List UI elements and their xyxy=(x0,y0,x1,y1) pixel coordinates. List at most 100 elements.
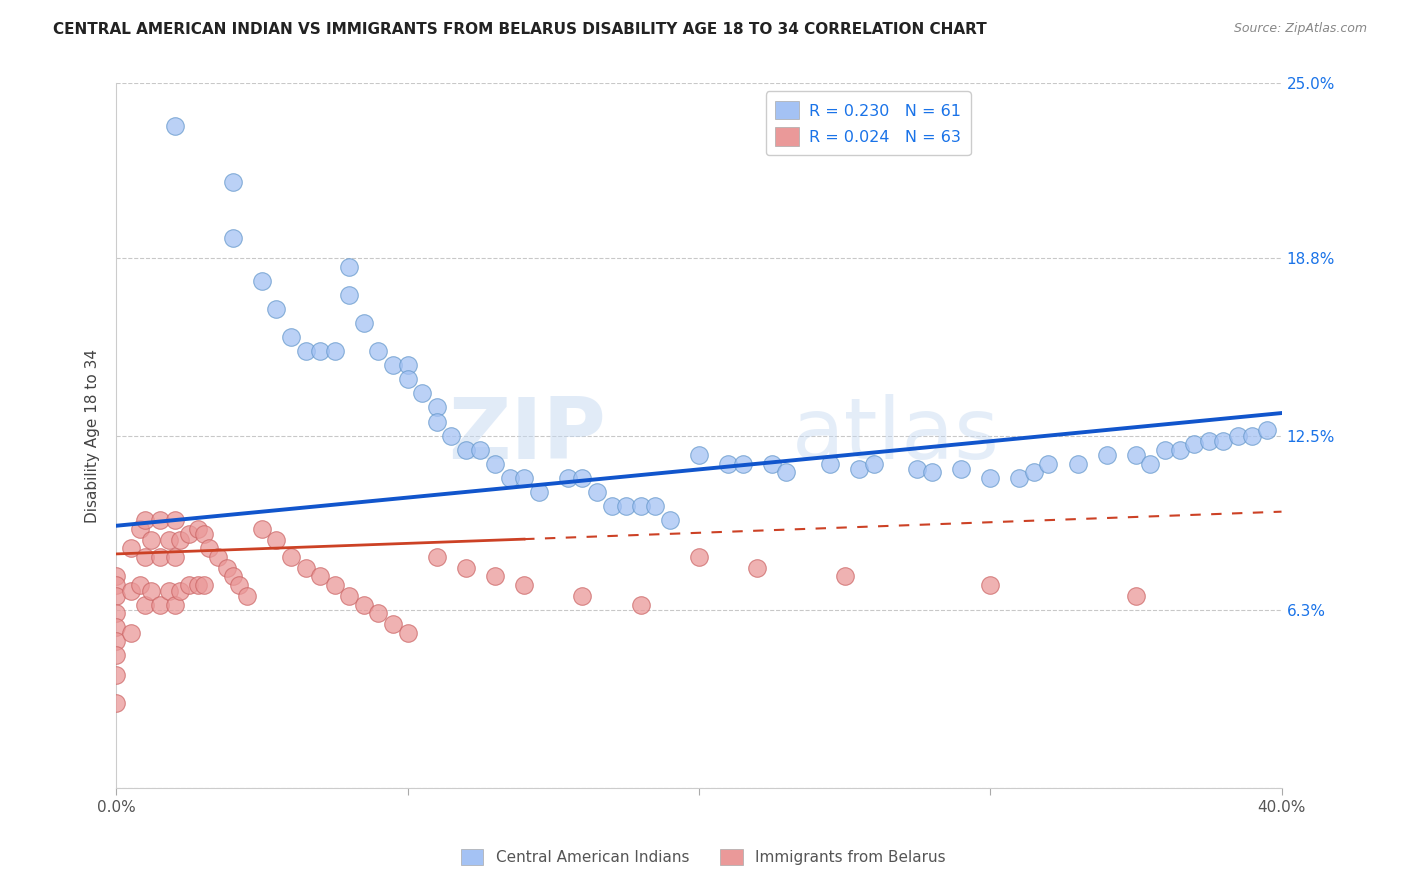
Point xyxy=(163,598,186,612)
Point xyxy=(280,330,302,344)
Point xyxy=(163,549,186,564)
Point xyxy=(141,583,163,598)
Point xyxy=(367,606,389,620)
Point xyxy=(396,625,419,640)
Point xyxy=(1212,434,1234,449)
Point xyxy=(198,541,221,556)
Point xyxy=(1125,589,1147,603)
Point xyxy=(105,569,128,583)
Text: ZIP: ZIP xyxy=(449,394,606,477)
Point xyxy=(382,358,405,372)
Point xyxy=(266,533,288,547)
Point xyxy=(323,578,346,592)
Point xyxy=(149,513,172,527)
Point xyxy=(149,549,172,564)
Point xyxy=(353,598,375,612)
Point xyxy=(105,578,128,592)
Point xyxy=(353,316,375,330)
Point xyxy=(440,428,463,442)
Point xyxy=(1154,442,1177,457)
Point xyxy=(236,589,259,603)
Point xyxy=(1168,442,1191,457)
Point xyxy=(571,589,593,603)
Point xyxy=(614,499,637,513)
Point xyxy=(105,620,128,634)
Point xyxy=(105,589,128,603)
Point xyxy=(1256,423,1278,437)
Point xyxy=(215,561,238,575)
Point xyxy=(426,401,449,415)
Point xyxy=(128,578,150,592)
Point xyxy=(337,260,360,274)
Point xyxy=(470,442,492,457)
Point xyxy=(222,231,245,245)
Point xyxy=(586,485,609,500)
Point xyxy=(731,457,754,471)
Text: Source: ZipAtlas.com: Source: ZipAtlas.com xyxy=(1233,22,1367,36)
Point xyxy=(134,549,156,564)
Point xyxy=(1198,434,1220,449)
Point xyxy=(396,372,419,386)
Point xyxy=(309,344,332,359)
Point xyxy=(207,549,229,564)
Point xyxy=(1022,465,1045,479)
Point xyxy=(834,569,856,583)
Point xyxy=(222,175,245,189)
Point xyxy=(169,583,191,598)
Point xyxy=(120,625,142,640)
Text: CENTRAL AMERICAN INDIAN VS IMMIGRANTS FROM BELARUS DISABILITY AGE 18 TO 34 CORRE: CENTRAL AMERICAN INDIAN VS IMMIGRANTS FR… xyxy=(53,22,987,37)
Legend: Central American Indians, Immigrants from Belarus: Central American Indians, Immigrants fro… xyxy=(454,843,952,871)
Point xyxy=(644,499,666,513)
Point xyxy=(120,583,142,598)
Point xyxy=(228,578,250,592)
Point xyxy=(630,499,652,513)
Point xyxy=(513,471,536,485)
Point xyxy=(1139,457,1161,471)
Point xyxy=(141,533,163,547)
Point xyxy=(120,541,142,556)
Point xyxy=(105,606,128,620)
Point xyxy=(105,696,128,710)
Point xyxy=(396,358,419,372)
Point xyxy=(557,471,579,485)
Point xyxy=(177,527,200,541)
Point xyxy=(382,617,405,632)
Point xyxy=(426,549,449,564)
Point xyxy=(950,462,973,476)
Point xyxy=(193,527,215,541)
Point xyxy=(128,522,150,536)
Legend: R = 0.230   N = 61, R = 0.024   N = 63: R = 0.230 N = 61, R = 0.024 N = 63 xyxy=(766,91,970,155)
Point xyxy=(337,287,360,301)
Point xyxy=(1095,448,1118,462)
Point xyxy=(688,549,710,564)
Point xyxy=(323,344,346,359)
Point xyxy=(280,549,302,564)
Point xyxy=(1182,437,1205,451)
Point xyxy=(527,485,550,500)
Point xyxy=(775,465,797,479)
Point xyxy=(862,457,884,471)
Point xyxy=(979,578,1001,592)
Point xyxy=(658,513,681,527)
Point xyxy=(905,462,928,476)
Point xyxy=(177,578,200,592)
Point xyxy=(1066,457,1088,471)
Point xyxy=(630,598,652,612)
Point xyxy=(309,569,332,583)
Point xyxy=(222,569,245,583)
Point xyxy=(157,583,180,598)
Point xyxy=(105,634,128,648)
Point xyxy=(688,448,710,462)
Point xyxy=(1125,448,1147,462)
Point xyxy=(1038,457,1060,471)
Point xyxy=(266,301,288,316)
Point xyxy=(747,561,769,575)
Point xyxy=(294,561,316,575)
Y-axis label: Disability Age 18 to 34: Disability Age 18 to 34 xyxy=(86,349,100,523)
Point xyxy=(1241,428,1264,442)
Point xyxy=(1008,471,1031,485)
Point xyxy=(498,471,520,485)
Point xyxy=(818,457,841,471)
Point xyxy=(1226,428,1249,442)
Point xyxy=(454,442,477,457)
